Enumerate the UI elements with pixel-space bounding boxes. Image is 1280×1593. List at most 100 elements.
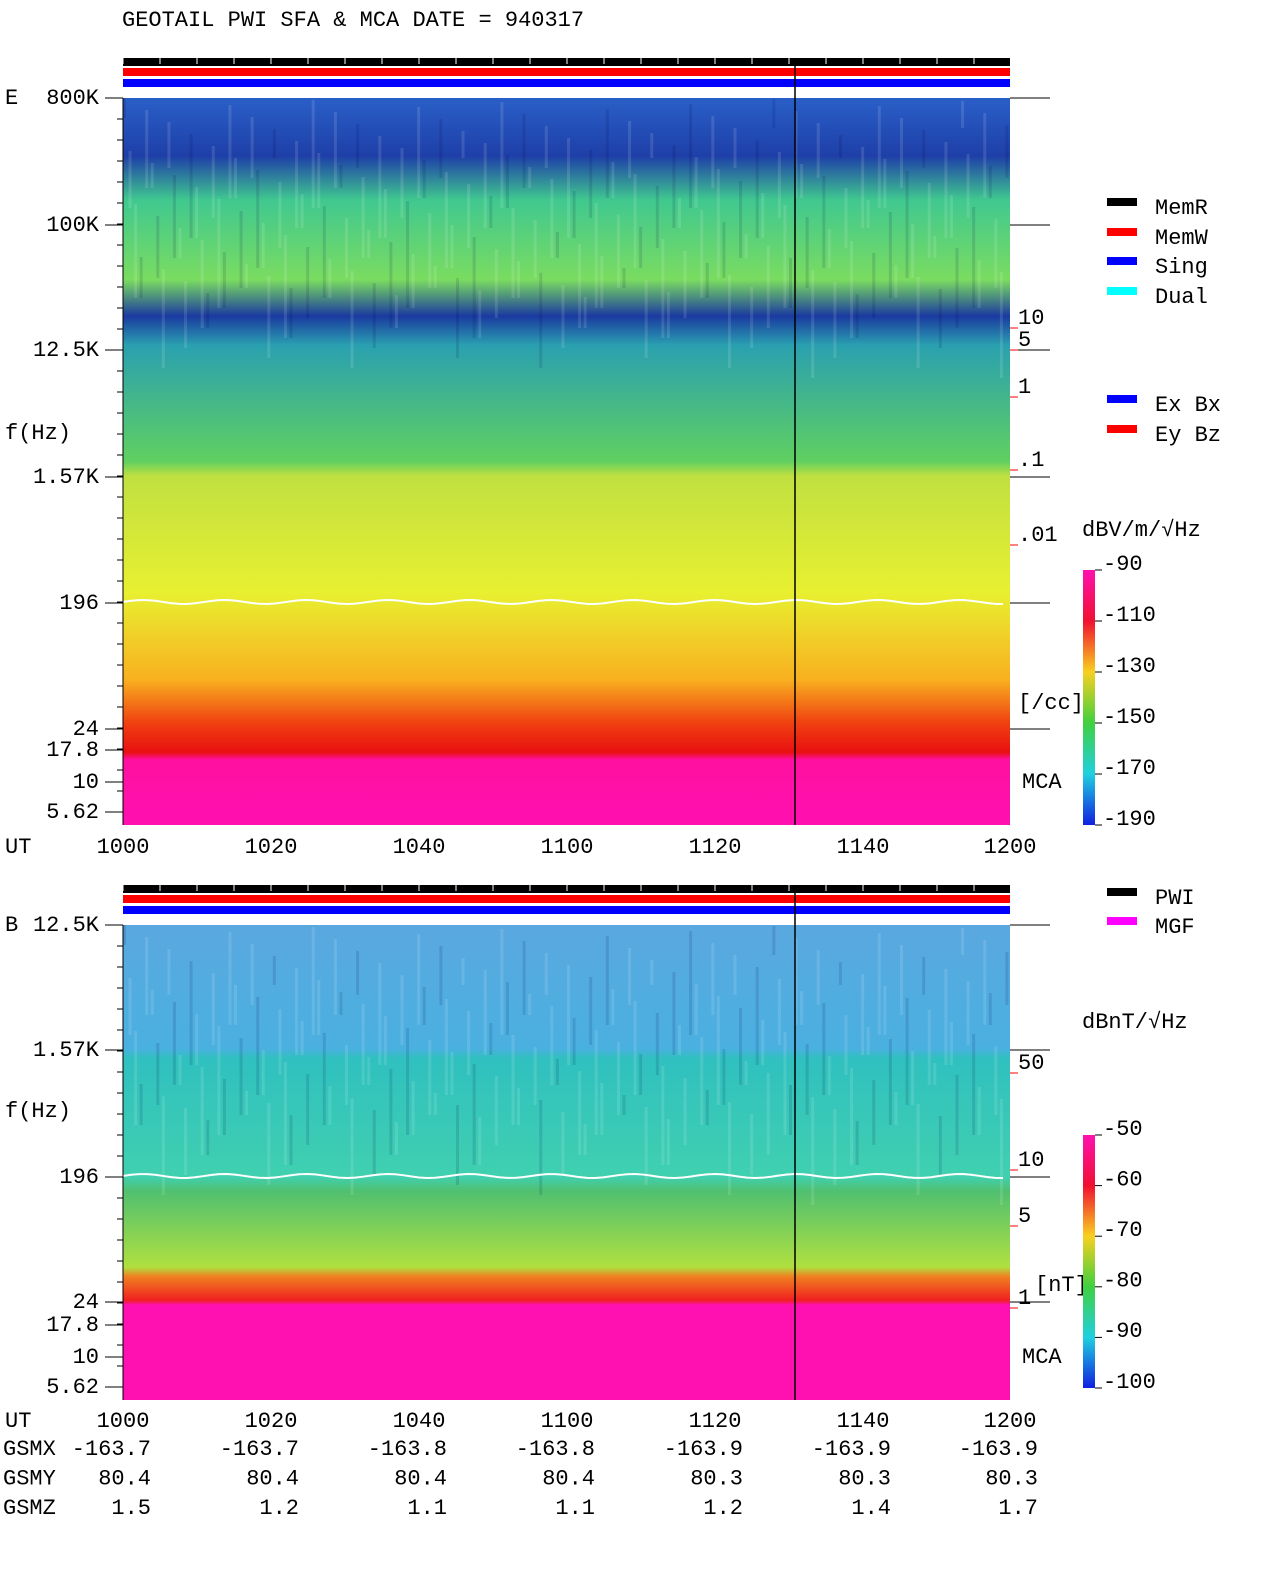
panel-label: B <box>5 913 18 938</box>
spectrogram-streak <box>844 1015 848 1075</box>
spectrogram-streak <box>467 184 471 248</box>
spectrogram-streak <box>961 928 965 955</box>
spectrogram-streak <box>605 109 609 198</box>
x-axis-label: UT <box>5 835 31 860</box>
spectrogram-streak <box>911 224 915 278</box>
spectrogram-streak <box>1005 952 1009 1005</box>
spectrogram-streak <box>128 978 132 1035</box>
spectrogram-streak <box>145 110 149 188</box>
spectrogram-streak <box>150 990 154 1015</box>
spectrogram-streak <box>916 277 920 368</box>
spectrogram-streak <box>600 256 604 308</box>
y-tick-label: 1.57K <box>33 1038 100 1063</box>
spectrogram-streak <box>583 1124 587 1155</box>
spectrogram-streak <box>267 276 271 358</box>
spectrogram-streak <box>983 113 987 198</box>
spectrogram-streak <box>522 941 526 1015</box>
spectrogram-streak <box>211 146 215 218</box>
spectrogram-streak <box>461 958 465 985</box>
spectrogram-streak <box>478 1117 482 1165</box>
spectrogram-streak <box>145 937 149 1015</box>
spectrogram-streak <box>700 1037 704 1125</box>
spectrogram-streak <box>439 946 443 1005</box>
spectrogram-streak <box>256 997 260 1095</box>
spectrogram-streak <box>217 1026 221 1135</box>
spectrogram-streak <box>333 112 337 188</box>
mca-label: MCA <box>1022 1345 1062 1370</box>
mca-label: MCA <box>1022 770 1062 795</box>
y-tick-label: 24 <box>73 1290 99 1315</box>
spectrogram-streak <box>456 278 459 358</box>
orbit-name: GSMY <box>3 1466 56 1491</box>
spectrogram-streak <box>611 989 615 1025</box>
density-label: 10 <box>1018 1148 1044 1173</box>
spectrogram-streak <box>345 218 348 278</box>
spectrogram-streak <box>322 206 326 298</box>
colorbar-tick-label: -190 <box>1103 807 1156 832</box>
colorbar-tick-label: -60 <box>1103 1167 1143 1192</box>
spectrogram-streak <box>444 172 448 268</box>
colorbar-unit: dBV/m/√Hz <box>1082 518 1201 543</box>
spectrogram-streak <box>822 176 826 268</box>
spectrogram-streak <box>900 945 903 1015</box>
legend-label: Dual <box>1155 285 1208 310</box>
spectrogram-streak <box>966 154 970 218</box>
spectrogram-streak <box>478 290 482 338</box>
x-tick-label: 1040 <box>393 835 446 860</box>
spectrogram-streak <box>528 994 532 1015</box>
x-tick-label: 1000 <box>97 1409 150 1434</box>
spectrogram-streak <box>905 998 909 1105</box>
spectrogram-streak <box>250 117 254 178</box>
orbit-value: 80.4 <box>246 1466 299 1491</box>
spectrogram-streak <box>594 203 598 308</box>
spectrogram-streak <box>961 101 965 128</box>
spectrogram-streak <box>555 1059 559 1085</box>
density-label: 50 <box>1018 1051 1044 1076</box>
spectrogram-streak <box>367 230 371 258</box>
spectrogram-streak <box>139 257 143 298</box>
spectrogram-streak <box>833 282 837 358</box>
spectrogram-streak <box>988 166 992 198</box>
y-tick-label: 196 <box>59 1165 99 1190</box>
spectrogram-streak <box>333 939 337 1015</box>
spectrogram-streak <box>272 956 276 985</box>
legend-swatch <box>1107 395 1137 403</box>
plasma-line <box>122 1172 1004 1180</box>
spectrogram-streak <box>944 142 948 238</box>
spectrogram-streak <box>339 992 343 1015</box>
spectrogram-streak <box>528 167 532 188</box>
orbit-value: -163.9 <box>959 1437 1038 1462</box>
spectrogram-streak <box>383 1016 387 1065</box>
orbit-value: -163.7 <box>220 1437 299 1462</box>
orbit-value: 80.3 <box>838 1466 891 1491</box>
spectrogram-streak <box>861 147 865 228</box>
spectrogram-streak <box>433 266 437 288</box>
spectrogram-streak <box>944 969 948 1065</box>
spectrogram-streak <box>972 1034 976 1135</box>
x-tick-label: 1120 <box>689 835 742 860</box>
spectrogram-streak <box>433 1093 437 1115</box>
spectrogram-streak <box>927 183 931 258</box>
spectrogram-streak <box>400 975 404 1045</box>
spectrogram-streak <box>988 993 992 1025</box>
spectrogram-streak <box>900 118 903 188</box>
spectrogram-streak <box>794 938 798 1025</box>
spectrogram-streak <box>827 229 831 268</box>
spectrogram-streak <box>228 932 232 1025</box>
spectrogram-streak <box>511 1035 515 1125</box>
spectrogram-streak <box>389 242 393 328</box>
spectrogram-streak <box>616 1042 620 1115</box>
spectrogram-streak <box>883 159 887 208</box>
spectrogram-streak <box>933 1063 937 1085</box>
spectrogram-streak <box>544 126 548 168</box>
spectrogram-streak <box>517 261 521 298</box>
spectrogram-streak <box>722 1049 726 1105</box>
x-tick-label: 1200 <box>984 1409 1037 1434</box>
spectrogram-streak <box>428 1040 432 1115</box>
orbit-value: -163.9 <box>812 1437 891 1462</box>
orbit-value: 80.4 <box>98 1466 151 1491</box>
density-label: [nT] <box>1035 1273 1088 1298</box>
y-tick-label: 1.57K <box>33 465 100 490</box>
spectrogram-streak <box>345 1045 348 1105</box>
spectrogram-streak <box>789 1085 792 1135</box>
